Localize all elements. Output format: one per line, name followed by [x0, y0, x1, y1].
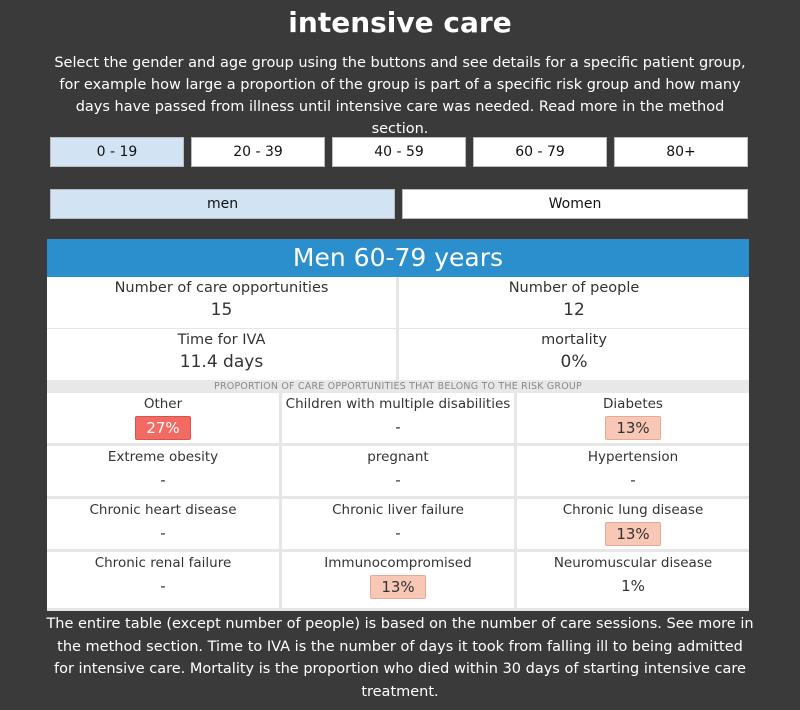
gender-button-women[interactable]: Women [402, 189, 748, 219]
stat-label: mortality [541, 332, 607, 348]
age-button-0-19[interactable]: 0 - 19 [50, 137, 184, 167]
age-button-80-plus[interactable]: 80+ [614, 137, 748, 167]
risk-cell-hypertension: Hypertension - [517, 446, 749, 496]
card-header: Men 60-79 years [47, 239, 749, 277]
risk-value: - [395, 418, 401, 436]
page-title: intensive care [288, 6, 512, 39]
risk-cell-chronic-renal-failure: Chronic renal failure - [47, 552, 279, 608]
risk-label: Neuromuscular disease [553, 555, 713, 571]
risk-value: - [160, 577, 166, 595]
risk-value: - [160, 524, 166, 542]
risk-cell-chronic-liver-failure: Chronic liver failure - [282, 499, 514, 549]
footnote-text: The entire table (except number of peopl… [46, 616, 754, 700]
risk-value: - [395, 524, 401, 542]
risk-label: Children with multiple disabilities [285, 396, 511, 412]
risk-cell-chronic-heart-disease: Chronic heart disease - [47, 499, 279, 549]
risk-label: Chronic heart disease [89, 502, 237, 518]
patient-group-card: Men 60-79 years Number of care opportuni… [47, 239, 749, 611]
risk-label: Other [143, 396, 183, 412]
stat-value: 0% [560, 352, 588, 372]
risk-value: 13% [370, 575, 426, 599]
risk-label: Chronic liver failure [332, 502, 464, 518]
risk-cell-neuromuscular-disease: Neuromuscular disease 1% [517, 552, 749, 608]
risk-value: 13% [605, 416, 661, 440]
stat-label: Number of care opportunities [114, 280, 329, 296]
stat-mortality: mortality 0% [399, 329, 749, 380]
age-button-20-39[interactable]: 20 - 39 [191, 137, 325, 167]
risk-group-heading: PROPORTION OF CARE OPPORTUNITIES THAT BE… [47, 380, 749, 393]
risk-label: pregnant [367, 449, 429, 465]
risk-value: 13% [605, 522, 661, 546]
risk-cell-other: Other 27% [47, 393, 279, 443]
risk-label: Hypertension [587, 449, 679, 465]
stat-time-for-iva: Time for IVA 11.4 days [47, 329, 396, 380]
risk-label: Chronic renal failure [94, 555, 232, 571]
risk-label: Diabetes [603, 396, 663, 412]
gender-button-men[interactable]: men [50, 189, 395, 219]
risk-value: 1% [621, 577, 645, 595]
stat-care-opportunities: Number of care opportunities 15 [47, 277, 396, 328]
risk-value: - [630, 471, 636, 489]
risk-cell-pregnant: pregnant - [282, 446, 514, 496]
risk-label: Immunocompromised [324, 555, 472, 571]
risk-label: Extreme obesity [107, 449, 219, 465]
risk-cell-diabetes: Diabetes 13% [517, 393, 749, 443]
risk-value: - [160, 471, 166, 489]
risk-cell-children-multiple-disabilities: Children with multiple disabilities - [282, 393, 514, 443]
stat-number-of-people: Number of people 12 [399, 277, 749, 328]
stat-value: 11.4 days [179, 352, 264, 372]
stat-label: Time for IVA [177, 332, 266, 348]
risk-cell-extreme-obesity: Extreme obesity - [47, 446, 279, 496]
risk-cell-immunocompromised: Immunocompromised 13% [282, 552, 514, 608]
stat-value: 12 [563, 300, 585, 320]
risk-cell-chronic-lung-disease: Chronic lung disease 13% [517, 499, 749, 549]
intro-text: Select the gender and age group using th… [54, 55, 746, 137]
risk-label: Chronic lung disease [562, 502, 704, 518]
age-button-60-79[interactable]: 60 - 79 [473, 137, 607, 167]
risk-value: - [395, 471, 401, 489]
age-button-40-59[interactable]: 40 - 59 [332, 137, 466, 167]
stat-value: 15 [210, 300, 233, 320]
risk-value: 27% [135, 416, 191, 440]
stat-label: Number of people [508, 280, 640, 296]
